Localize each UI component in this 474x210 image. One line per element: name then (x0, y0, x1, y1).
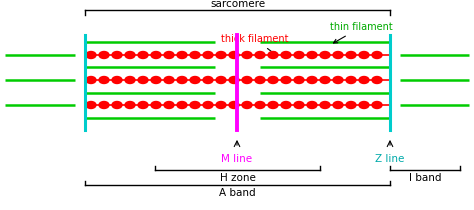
Ellipse shape (359, 51, 369, 59)
Ellipse shape (346, 51, 356, 59)
Ellipse shape (268, 51, 278, 59)
Ellipse shape (359, 76, 369, 84)
Text: A band: A band (219, 188, 256, 198)
Ellipse shape (190, 76, 200, 84)
Text: sarcomere: sarcomere (210, 0, 265, 9)
Ellipse shape (229, 51, 239, 59)
Ellipse shape (151, 51, 161, 59)
Ellipse shape (164, 51, 174, 59)
Ellipse shape (372, 101, 382, 109)
Text: Z line: Z line (375, 154, 405, 164)
Ellipse shape (216, 51, 226, 59)
Ellipse shape (203, 76, 213, 84)
Ellipse shape (281, 51, 291, 59)
Ellipse shape (86, 51, 96, 59)
Ellipse shape (138, 76, 148, 84)
Text: I band: I band (409, 173, 441, 183)
Ellipse shape (125, 101, 135, 109)
Ellipse shape (229, 101, 239, 109)
Ellipse shape (164, 76, 174, 84)
Text: thick filament: thick filament (221, 34, 289, 56)
Ellipse shape (99, 76, 109, 84)
Ellipse shape (177, 51, 187, 59)
Ellipse shape (333, 101, 343, 109)
Ellipse shape (216, 76, 226, 84)
Ellipse shape (294, 51, 304, 59)
Ellipse shape (138, 51, 148, 59)
Ellipse shape (320, 76, 330, 84)
Ellipse shape (268, 101, 278, 109)
Ellipse shape (255, 101, 265, 109)
Ellipse shape (86, 76, 96, 84)
Text: M line: M line (221, 154, 253, 164)
Ellipse shape (307, 101, 317, 109)
Ellipse shape (255, 76, 265, 84)
Text: thin filament: thin filament (330, 22, 393, 43)
Ellipse shape (307, 76, 317, 84)
Ellipse shape (229, 76, 239, 84)
Ellipse shape (281, 101, 291, 109)
Ellipse shape (112, 101, 122, 109)
Ellipse shape (203, 51, 213, 59)
Ellipse shape (320, 101, 330, 109)
Ellipse shape (216, 101, 226, 109)
Ellipse shape (177, 76, 187, 84)
Ellipse shape (294, 101, 304, 109)
Ellipse shape (346, 101, 356, 109)
Ellipse shape (320, 51, 330, 59)
Ellipse shape (359, 101, 369, 109)
Ellipse shape (125, 51, 135, 59)
Ellipse shape (281, 76, 291, 84)
Ellipse shape (333, 51, 343, 59)
Ellipse shape (333, 76, 343, 84)
Ellipse shape (151, 76, 161, 84)
Ellipse shape (242, 101, 252, 109)
Ellipse shape (294, 76, 304, 84)
Ellipse shape (203, 101, 213, 109)
Ellipse shape (372, 76, 382, 84)
Ellipse shape (268, 76, 278, 84)
Ellipse shape (112, 51, 122, 59)
Text: H zone: H zone (219, 173, 255, 183)
Ellipse shape (86, 101, 96, 109)
Ellipse shape (99, 51, 109, 59)
Ellipse shape (177, 101, 187, 109)
Ellipse shape (138, 101, 148, 109)
Ellipse shape (112, 76, 122, 84)
Ellipse shape (255, 51, 265, 59)
Ellipse shape (346, 76, 356, 84)
Ellipse shape (99, 101, 109, 109)
Ellipse shape (151, 101, 161, 109)
Ellipse shape (190, 51, 200, 59)
Ellipse shape (164, 101, 174, 109)
Ellipse shape (242, 76, 252, 84)
Ellipse shape (372, 51, 382, 59)
Ellipse shape (242, 51, 252, 59)
Ellipse shape (307, 51, 317, 59)
Ellipse shape (190, 101, 200, 109)
Ellipse shape (125, 76, 135, 84)
